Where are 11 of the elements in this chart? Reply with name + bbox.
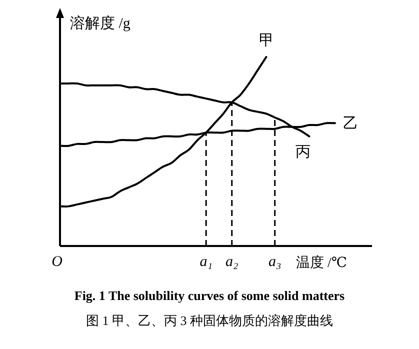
x-tick-label: O (52, 254, 63, 270)
x-tick-label: a₁ (200, 254, 212, 270)
x-tick-label: a₂ (226, 254, 238, 270)
x-axis-title: 温度 /℃ (296, 255, 348, 271)
y-axis-title: 溶解度 /g (70, 15, 131, 32)
series-label: 甲 (258, 33, 274, 49)
text: Fig. 1 The solubility curves of some solid matters (74, 288, 345, 303)
text: 图 1 甲、乙、丙 3 种固体物质的溶解度曲线 (86, 313, 333, 328)
x-tick-label: a₃ (268, 254, 282, 270)
series-label: 乙 (343, 116, 358, 132)
series-label: 丙 (296, 144, 311, 160)
